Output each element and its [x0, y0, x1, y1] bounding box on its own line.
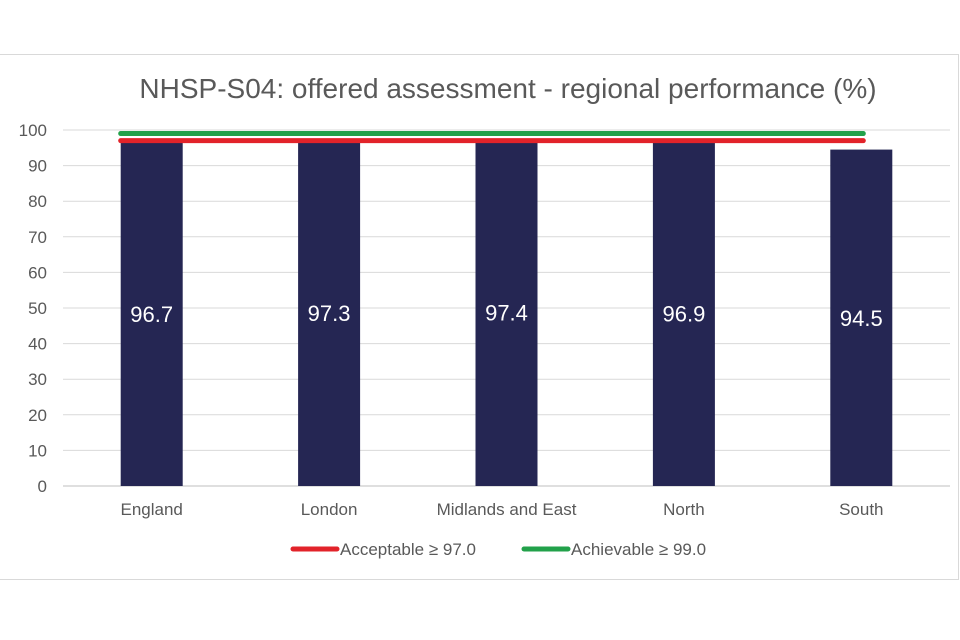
legend-label: Acceptable ≥ 97.0	[340, 540, 476, 559]
y-tick-label: 80	[28, 192, 47, 211]
bar-north	[652, 141, 715, 486]
bar-london	[298, 139, 361, 486]
data-label: 96.9	[662, 302, 705, 327]
y-tick-label: 30	[28, 370, 47, 389]
bars: 96.7 97.3 97.4 96.9 94.5	[120, 139, 893, 487]
legend-label: Achievable ≥ 99.0	[571, 540, 706, 559]
data-label: 94.5	[840, 306, 883, 331]
data-label: 97.4	[485, 301, 528, 326]
data-label: 96.7	[130, 302, 173, 327]
y-tick-label: 60	[28, 263, 47, 282]
y-tick-label: 100	[19, 121, 47, 140]
y-tick-label: 20	[28, 406, 47, 425]
bar-england	[120, 141, 183, 487]
bar-south	[830, 149, 893, 486]
y-tick-label: 40	[28, 335, 47, 354]
x-tick-label: North	[663, 500, 705, 519]
x-tick-label: London	[301, 500, 358, 519]
y-tick-label: 10	[28, 441, 47, 460]
chart-title: NHSP-S04: offered assessment - regional …	[139, 73, 876, 104]
x-tick-label: Midlands and East	[437, 500, 577, 519]
data-label: 97.3	[308, 301, 351, 326]
threshold-lines	[118, 131, 866, 144]
x-tick-label: England	[121, 500, 183, 519]
y-tick-label: 50	[28, 299, 47, 318]
y-tick-label: 90	[28, 157, 47, 176]
x-axis: England London Midlands and East North South	[121, 500, 884, 519]
y-tick-label: 0	[38, 477, 47, 496]
x-tick-label: South	[839, 500, 883, 519]
y-tick-label: 70	[28, 228, 47, 247]
legend: Acceptable ≥ 97.0 Achievable ≥ 99.0	[290, 540, 706, 559]
bar-midlands-and-east	[475, 139, 538, 487]
y-axis: 0 10 20 30 40 50 60 70 80 90 100	[19, 121, 47, 496]
